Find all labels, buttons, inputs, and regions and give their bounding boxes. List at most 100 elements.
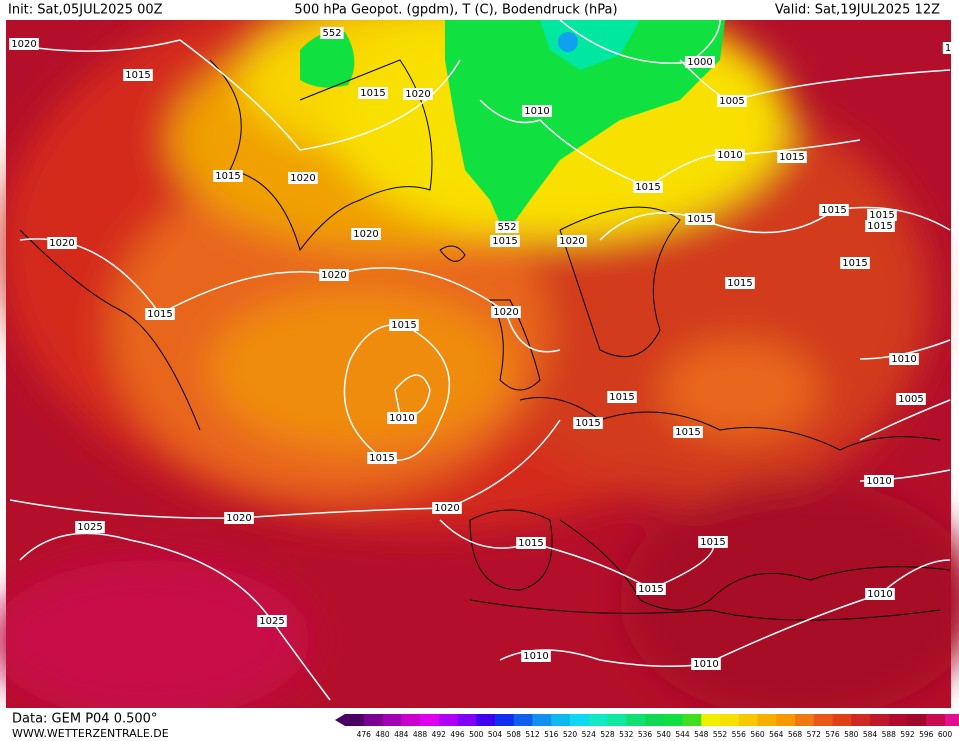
isobar-label-box [636, 583, 666, 595]
isobar-label-box [319, 269, 349, 281]
scale-label: 532 [619, 730, 634, 739]
scale-label: 480 [375, 730, 390, 739]
scale-label: 496 [450, 730, 465, 739]
scale-swatch [401, 714, 421, 726]
scale-swatch [382, 714, 402, 726]
scale-swatch [570, 714, 590, 726]
isobar-label: 1020 [321, 270, 346, 281]
isobar-label-box [320, 27, 344, 39]
scale-swatch [851, 714, 871, 726]
isobar-label-box [557, 235, 587, 247]
isobar-label: 1025 [77, 522, 102, 533]
scale-label: 492 [432, 730, 447, 739]
scale-label: 476 [357, 730, 372, 739]
scale-label: 540 [657, 730, 672, 739]
isobar-label-box [257, 615, 287, 627]
isobar-label-box [691, 658, 721, 670]
scale-swatch [757, 714, 777, 726]
scale-swatch [420, 714, 440, 726]
isobar-label-box [725, 277, 755, 289]
scale-label: 564 [769, 730, 784, 739]
title: 500 hPa Geopot. (gpdm), T (C), Bodendruc… [294, 3, 617, 18]
scale-swatch [701, 714, 721, 726]
scale-swatch [438, 714, 458, 726]
scale-swatch [588, 714, 608, 726]
scale-swatch [813, 714, 833, 726]
scale-swatch [907, 714, 927, 726]
init-time: Init: Sat,05JUL2025 00Z [8, 3, 163, 18]
isobar-label: 1005 [898, 394, 923, 405]
scale-label: 600 [938, 730, 953, 739]
scale-label: 508 [507, 730, 522, 739]
scale-swatch [513, 714, 533, 726]
isobar-label-box [685, 56, 715, 68]
isobar-label: 1005 [719, 96, 744, 107]
scale-swatch [551, 714, 571, 726]
isobar-label-box [715, 149, 745, 161]
scale-label: 504 [488, 730, 503, 739]
isobar-label: 1015 [369, 453, 394, 464]
isobar-label: 1020 [290, 173, 315, 184]
scale-label: 556 [732, 730, 747, 739]
isobar-label: 1 [945, 43, 951, 54]
scale-label: 580 [844, 730, 859, 739]
isobar-label: 1015 [727, 278, 752, 289]
temperature-field [0, 0, 959, 720]
isobar-label-box [521, 650, 551, 662]
isobar-label: 1015 [360, 88, 385, 99]
data-source: Data: GEM P04 0.500° [12, 712, 157, 727]
isobar-label: 552 [322, 28, 341, 39]
isobar-label-box [213, 170, 243, 182]
isobar-label: 1000 [687, 57, 712, 68]
scale-swatch [645, 714, 665, 726]
scale-label: 588 [882, 730, 897, 739]
isobar-label: 1015 [821, 205, 846, 216]
isobar-label: 1020 [405, 89, 430, 100]
scale-swatch [626, 714, 646, 726]
isobar-label: 1015 [700, 537, 725, 548]
isobar-label-box [698, 536, 728, 548]
isobar-label: 1015 [867, 221, 892, 232]
scale-label: 516 [544, 730, 559, 739]
isobar-label: 1020 [559, 236, 584, 247]
isobar-label-box [490, 235, 520, 247]
scale-label: 584 [863, 730, 878, 739]
isobar-label: 1010 [891, 354, 916, 365]
isobar-label: 1010 [693, 659, 718, 670]
scale-swatch [738, 714, 758, 726]
scale-swatch [532, 714, 552, 726]
scale-swatch [945, 714, 959, 726]
isobar-label-box [777, 151, 807, 163]
isobar-label: 1010 [524, 106, 549, 117]
isobar-label: 1010 [867, 589, 892, 600]
scale-swatch [888, 714, 908, 726]
scale-label: 512 [525, 730, 540, 739]
isobar-label: 1010 [523, 651, 548, 662]
isobar-label-box [491, 306, 521, 318]
isobar-label-box [865, 588, 895, 600]
scale-label: 500 [469, 730, 484, 739]
isobar-label: 1020 [493, 307, 518, 318]
scale-label: 536 [638, 730, 653, 739]
isobar-label-box [607, 391, 637, 403]
scale-swatch [363, 714, 383, 726]
isobar-label: 1015 [518, 538, 543, 549]
scale-label: 552 [713, 730, 728, 739]
isobar-label-box [896, 393, 926, 405]
isobar-label: 1015 [391, 320, 416, 331]
isobar-label-box [75, 521, 105, 533]
isobar-label: 1015 [492, 236, 517, 247]
isobar-label-box [387, 412, 417, 424]
isobar-label-box [573, 417, 603, 429]
scale-label: 548 [694, 730, 709, 739]
valid-time: Valid: Sat,19JUL2025 12Z [775, 3, 940, 18]
isobar-label-box [432, 502, 462, 514]
isobar-label-box [123, 69, 153, 81]
isobar-label-box [9, 38, 39, 50]
scale-swatch [476, 714, 496, 726]
isobar-label-box [358, 87, 388, 99]
isobar-label-box [351, 228, 381, 240]
scale-label: 488 [413, 730, 428, 739]
isobar-label: 1020 [434, 503, 459, 514]
